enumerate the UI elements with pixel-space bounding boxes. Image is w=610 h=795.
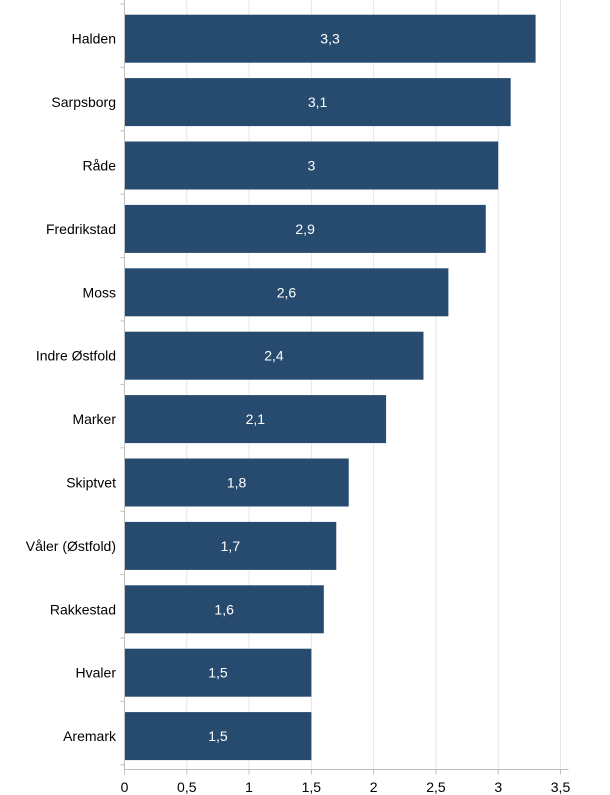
bar-1 xyxy=(125,14,536,63)
category-label-4: Fredrikstad xyxy=(46,221,116,237)
category-label-8: Skiptvet xyxy=(66,475,116,491)
bar-value-label-4: 2,9 xyxy=(295,221,315,237)
category-label-3: Råde xyxy=(83,158,117,174)
x-tick-label-1: 0,5 xyxy=(177,779,197,795)
bar-value-label-6: 2,4 xyxy=(264,348,284,364)
bar-value-label-9: 1,7 xyxy=(221,538,241,554)
bar-10 xyxy=(125,585,324,634)
x-tick-label-6: 3 xyxy=(494,779,502,795)
labels: 3,3 Halden 3,1 Sarpsborg 3 Råde 2,9 Fredrikstad… xyxy=(26,31,571,795)
bars xyxy=(125,14,536,761)
bar-6 xyxy=(125,331,424,380)
bar-value-label-5: 2,6 xyxy=(277,284,297,300)
x-tick-label-0: 0 xyxy=(121,779,129,795)
bar-8 xyxy=(125,458,349,507)
category-label-5: Moss xyxy=(83,284,116,300)
bar-value-label-11: 1,5 xyxy=(208,665,228,681)
bar-4 xyxy=(125,204,486,253)
bar-value-label-2: 3,1 xyxy=(308,94,328,110)
axes xyxy=(120,0,569,775)
category-label-10: Rakkestad xyxy=(50,601,116,617)
bar-value-label-1: 3,3 xyxy=(320,31,340,47)
category-label-6: Indre Østfold xyxy=(36,348,116,364)
bar-3 xyxy=(125,141,499,190)
x-tick-label-2: 1 xyxy=(245,779,253,795)
category-label-12: Aremark xyxy=(63,728,117,744)
x-tick-label-5: 2,5 xyxy=(426,779,446,795)
bar-value-label-3: 3 xyxy=(307,158,315,174)
bar-value-label-10: 1,6 xyxy=(214,601,234,617)
bar-value-label-8: 1,8 xyxy=(227,475,247,491)
category-label-9: Våler (Østfold) xyxy=(26,538,116,554)
x-tick-label-7: 3,5 xyxy=(551,779,571,795)
bar-5 xyxy=(125,268,449,317)
bar-value-label-12: 1,5 xyxy=(208,728,228,744)
bar-value-label-7: 2,1 xyxy=(246,411,266,427)
bar-7 xyxy=(125,395,387,444)
bar-9 xyxy=(125,521,337,570)
x-tick-label-4: 2 xyxy=(370,779,378,795)
x-tick-label-3: 1,5 xyxy=(302,779,322,795)
bar-2 xyxy=(125,78,511,127)
bar-11 xyxy=(125,648,312,697)
category-label-1: Halden xyxy=(72,31,116,47)
category-label-7: Marker xyxy=(72,411,116,427)
gridlines xyxy=(186,0,561,770)
category-label-11: Hvaler xyxy=(76,665,117,681)
bar-12 xyxy=(125,712,312,761)
category-label-2: Sarpsborg xyxy=(51,94,116,110)
